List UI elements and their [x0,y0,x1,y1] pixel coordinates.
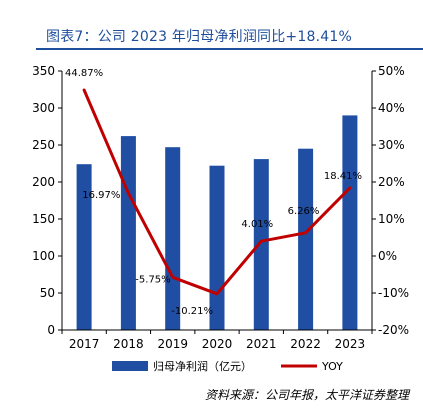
right-tick-label: 30% [378,138,405,152]
right-tick-label: -10% [378,286,409,300]
right-tick-label: 50% [378,64,405,78]
yoy-data-label-2020: -10.21% [171,306,213,317]
bar-2019 [165,147,181,330]
right-tick-label: 10% [378,212,405,226]
legend: 归母净利润（亿元） YOY [112,359,343,373]
x-tick-label-2021: 2021 [246,337,277,351]
left-tick-label: 250 [32,138,55,152]
legend-bar-label: 归母净利润（亿元） [153,359,252,373]
left-tick-label: 150 [32,212,55,226]
right-tick-label: -20% [378,323,409,337]
yoy-line [82,88,352,296]
left-tick-label: 350 [32,64,55,78]
legend-bar-swatch [112,361,148,371]
left-tick-label: 100 [32,249,55,263]
title-underline [36,48,423,50]
bar-2017 [76,164,92,330]
bar-2018 [120,136,136,330]
yoy-data-label-2018: 16.97% [82,190,120,201]
right-tick-label: 40% [378,101,405,115]
x-tick-label-2019: 2019 [157,337,188,351]
source-note: 资料来源：公司年报，太平洋证券整理 [204,388,409,402]
bar-2022 [298,148,314,330]
yoy-data-label-2021: 4.01% [241,219,273,230]
legend-line-label: YOY [321,360,343,373]
yoy-data-label-2019: -5.75% [135,274,170,285]
left-tick-label: 50 [40,286,55,300]
chart-title: 图表7：公司 2023 年归母净利润同比+18.41% [46,29,352,45]
yoy-data-label-2022: 6.26% [288,206,320,217]
axes-layer: 0 50 100 150 200 250 300 350 -20% -10% 0% 10% 20% 30%… [32,64,409,351]
yoy-data-label-2017: 44.87% [65,68,103,79]
left-tick-label: 200 [32,175,55,189]
left-tick-label: 0 [47,323,55,337]
bar-2023 [342,115,358,331]
line-layer [82,88,352,296]
left-tick-label: 300 [32,101,55,115]
right-tick-label: 20% [378,175,405,189]
bars-layer [76,115,358,331]
x-tick-label-2017: 2017 [69,337,100,351]
x-tick-label-2023: 2023 [335,337,366,351]
labels-layer: 44.87% 16.97% -5.75% -10.21% 4.01% 6.26% 18.41… [65,68,362,317]
x-tick-label-2022: 2022 [290,337,321,351]
x-tick-label-2020: 2020 [202,337,233,351]
x-tick-label-2018: 2018 [113,337,144,351]
yoy-data-label-2023: 18.41% [324,171,362,182]
chart-header: 图表7：公司 2023 年归母净利润同比+18.41% [0,0,423,50]
bar-2021 [253,159,269,330]
right-tick-label: 0% [378,249,397,263]
